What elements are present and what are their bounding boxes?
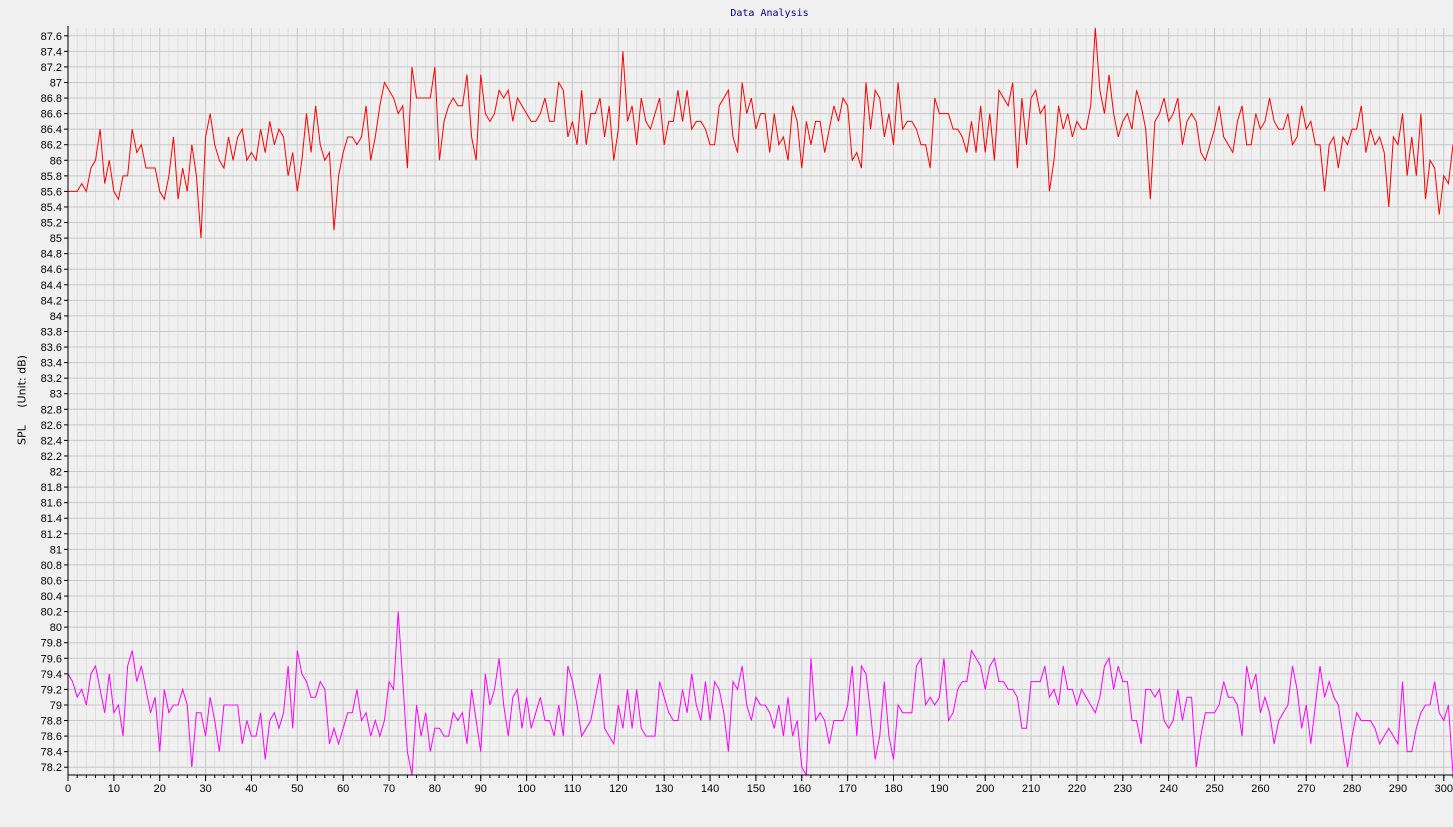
y-tick-labels: 78.2 78.4 78.6 78.8 79 79.2 79.4 79.6 79.8 80 80.2… [41, 31, 62, 774]
y-tick-label: 80.2 [41, 607, 62, 619]
y-tick-label: 86 [50, 155, 62, 167]
x-tick-label: 170 [838, 783, 856, 795]
y-tick-label: 81.8 [41, 482, 62, 494]
y-tick-label: 83 [50, 389, 62, 401]
x-tick-label: 240 [1159, 783, 1177, 795]
plot-background [68, 28, 1453, 775]
x-tick-label: 30 [199, 783, 211, 795]
major-gridlines [68, 28, 1453, 775]
x-tick-labels: 0 10 20 30 40 50 60 70 80 90 100 110 120 130 140 150 160… [65, 783, 1453, 795]
x-tick-label: 70 [383, 783, 395, 795]
y-tick-label: 82.2 [41, 451, 62, 463]
x-tick-label: 40 [245, 783, 257, 795]
x-tick-label: 180 [884, 783, 902, 795]
y-tick-label: 83.2 [41, 373, 62, 385]
y-tick-label: 83.8 [41, 326, 62, 338]
x-tick-label: 140 [701, 783, 719, 795]
y-tick-label: 87.4 [41, 46, 62, 58]
y-tick-label: 87 [50, 77, 62, 89]
y-tick-label: 78.6 [41, 731, 62, 743]
y-tick-label: 82.6 [41, 420, 62, 432]
y-tick-label: 79.6 [41, 653, 62, 665]
x-tick-label: 260 [1251, 783, 1269, 795]
y-tick-label: 80.4 [41, 591, 62, 603]
y-tick-label: 85.4 [41, 202, 62, 214]
x-tick-label: 0 [65, 783, 71, 795]
x-tick-label: 230 [1114, 783, 1132, 795]
y-tick-label: 81 [50, 544, 62, 556]
y-tick-label: 83.6 [41, 342, 62, 354]
x-tick-label: 90 [475, 783, 487, 795]
y-tick-label: 86.4 [41, 124, 62, 136]
y-tick-label: 82.4 [41, 435, 62, 447]
x-tick-label: 80 [429, 783, 441, 795]
y-tick-label: 84 [50, 311, 62, 323]
x-tick-label: 220 [1068, 783, 1086, 795]
y-tick-label: 85 [50, 233, 62, 245]
y-tick-label: 84.4 [41, 280, 62, 292]
x-tick-label: 300 [1435, 783, 1453, 795]
y-tick-label: 79.2 [41, 684, 62, 696]
y-tick-label: 85.8 [41, 171, 62, 183]
y-tick-label: 78.8 [41, 716, 62, 728]
series-layer [67, 27, 1453, 777]
chart-title: Data Analysis [730, 8, 809, 19]
minor-gridlines [76, 28, 1436, 775]
x-tick-label: 100 [517, 783, 535, 795]
y-tick-label: 85.2 [41, 218, 62, 230]
axes-layer [64, 26, 1453, 781]
x-tick-label: 160 [793, 783, 811, 795]
y-tick-label: 84.6 [41, 264, 62, 276]
y-tick-label: 84.8 [41, 249, 62, 261]
series-line-2 [67, 611, 1453, 777]
x-tick-label: 10 [108, 783, 120, 795]
y-tick-label: 86.6 [41, 109, 62, 121]
x-tick-label: 60 [337, 783, 349, 795]
x-tick-label: 20 [154, 783, 166, 795]
y-tick-label: 79 [50, 700, 62, 712]
y-tick-label: 81.6 [41, 498, 62, 510]
x-tick-label: 250 [1205, 783, 1223, 795]
x-tick-label: 110 [564, 783, 582, 795]
y-tick-label: 80.6 [41, 575, 62, 587]
y-tick-label: 81.4 [41, 513, 62, 525]
y-tick-label: 82.8 [41, 404, 62, 416]
y-tick-label: 78.2 [41, 762, 62, 774]
y-tick-label: 82 [50, 467, 62, 479]
y-tick-label: 87.2 [41, 62, 62, 74]
x-tick-label: 130 [655, 783, 673, 795]
y-tick-label: 83.4 [41, 358, 62, 370]
y-tick-label: 86.2 [41, 140, 62, 152]
y-tick-label: 85.6 [41, 186, 62, 198]
y-tick-label: 81.2 [41, 529, 62, 541]
y-tick-label: 87.6 [41, 31, 62, 43]
x-tick-label: 290 [1389, 783, 1407, 795]
x-tick-label: 270 [1297, 783, 1315, 795]
y-tick-label: 84.2 [41, 295, 62, 307]
y-tick-label: 80 [50, 622, 62, 634]
y-tick-label: 79.4 [41, 669, 62, 681]
y-tick-label: 86.8 [41, 93, 62, 105]
y-tick-label: 78.4 [41, 747, 62, 759]
x-tick-label: 210 [1022, 783, 1040, 795]
x-tick-label: 120 [609, 783, 627, 795]
x-tick-label: 50 [291, 783, 303, 795]
x-tick-label: 200 [976, 783, 994, 795]
series-line-1 [68, 27, 1453, 239]
y-tick-label: 79.8 [41, 638, 62, 650]
y-tick-label: 80.8 [41, 560, 62, 572]
x-tick-label: 190 [930, 783, 948, 795]
x-tick-label: 280 [1343, 783, 1361, 795]
x-tick-label: 150 [747, 783, 765, 795]
